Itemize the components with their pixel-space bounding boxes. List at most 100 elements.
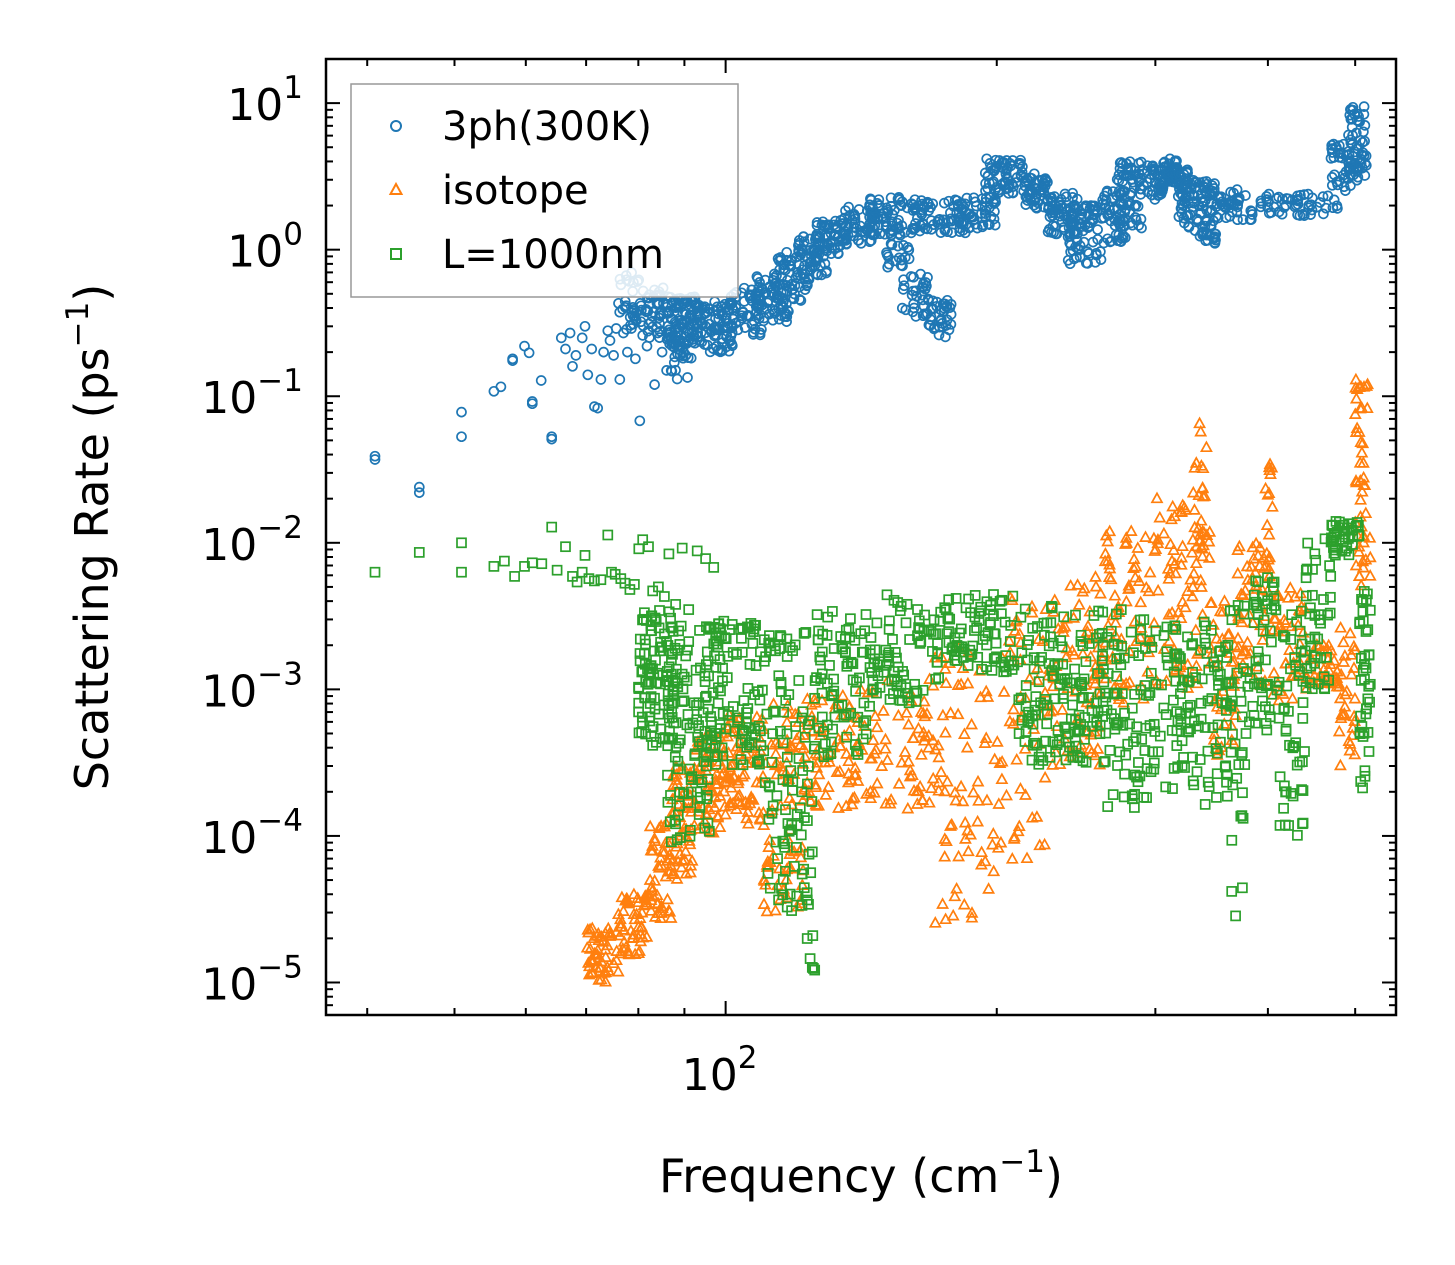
data-point-boundary [1199,799,1211,810]
data-point-isotope [1189,456,1203,468]
data-point-boundary [1119,768,1130,780]
data-point-3ph [1083,248,1095,259]
data-point-3ph [779,259,790,271]
data-point-isotope [1231,631,1245,644]
data-point-3ph [820,222,831,233]
data-point-boundary [841,731,853,743]
data-point-isotope [1064,578,1078,591]
data-point-boundary [777,737,789,749]
data-point-boundary [1324,607,1336,619]
data-point-boundary [786,905,797,916]
data-point-isotope [635,905,649,918]
data-point-isotope [736,769,750,782]
data-point-3ph [1183,190,1195,201]
data-point-isotope [772,861,786,874]
data-point-3ph [1060,191,1072,203]
data-point-boundary [1020,680,1032,691]
data-point-boundary [649,703,661,715]
data-point-boundary [1021,639,1033,651]
data-point-isotope [1348,747,1362,760]
data-point-isotope [729,802,743,814]
data-point-isotope [1199,440,1213,453]
data-point-isotope [923,672,937,684]
data-point-boundary [1101,704,1113,716]
data-point-boundary [957,646,969,658]
data-point-boundary [971,622,982,634]
data-point-isotope [1349,425,1363,437]
data-point-boundary [1212,747,1223,759]
data-point-boundary [1073,709,1085,721]
data-point-isotope [642,887,656,899]
data-point-isotope [1352,569,1366,581]
data-point-isotope [1058,619,1072,632]
data-point-3ph [1194,230,1206,242]
legend-label-boundary: L=1000nm [442,232,664,278]
data-point-boundary [1136,734,1148,745]
data-point-3ph [1295,189,1306,201]
data-point-boundary [1112,639,1124,651]
data-point-isotope [1023,671,1037,684]
data-point-3ph [656,346,668,358]
data-point-isotope [631,930,645,943]
data-point-isotope [606,956,620,969]
data-point-boundary [860,728,872,740]
data-point-boundary [1211,792,1222,803]
data-point-isotope [582,967,596,980]
data-point-3ph [715,345,727,357]
data-point-boundary [1055,635,1067,647]
data-point-isotope [1046,758,1060,770]
data-point-boundary [838,711,850,723]
data-point-boundary [1013,694,1025,706]
data-point-isotope [1194,424,1208,437]
data-point-boundary [702,774,714,785]
data-point-boundary [1347,539,1358,550]
data-point-boundary [1226,834,1238,846]
data-point-isotope [1261,552,1275,565]
data-point-boundary [803,848,815,860]
data-point-3ph [739,322,751,333]
data-point-boundary [1067,752,1079,763]
data-point-3ph [635,316,647,328]
data-point-3ph [751,287,762,299]
data-point-isotope [795,840,809,853]
data-point-3ph [781,246,793,258]
data-point-boundary [826,690,838,702]
data-point-boundary [1134,770,1146,782]
data-point-3ph [618,327,629,339]
data-point-boundary [1196,673,1208,685]
data-point-boundary [1126,702,1138,714]
data-point-3ph [1100,194,1112,206]
data-point-3ph [672,336,684,347]
data-point-boundary [710,627,722,639]
data-point-3ph [1055,194,1067,205]
data-point-boundary [1362,624,1374,636]
data-point-boundary [796,712,808,724]
data-point-3ph [1083,221,1094,232]
data-point-boundary [1077,640,1089,652]
data-point-boundary [1105,625,1117,637]
data-point-isotope [1194,459,1208,471]
data-point-3ph [1021,174,1033,186]
data-point-isotope [1357,478,1371,490]
data-point-isotope [1055,703,1069,715]
data-point-isotope [596,935,610,947]
data-point-isotope [613,928,627,941]
data-point-isotope [719,807,732,820]
data-point-isotope [1357,535,1371,548]
data-point-isotope [985,837,999,850]
data-point-isotope [974,690,987,703]
data-point-3ph [1127,176,1139,188]
data-point-3ph [704,346,716,358]
data-point-3ph [1318,208,1329,220]
data-point-isotope [1343,626,1357,639]
data-point-3ph [826,242,837,254]
data-point-boundary [1302,537,1314,549]
data-point-boundary [955,623,967,635]
data-point-boundary [1297,713,1309,724]
data-point-boundary [900,617,912,629]
data-point-3ph [1357,137,1368,148]
data-point-isotope [1018,742,1032,754]
data-point-3ph [710,329,721,341]
data-point-isotope [924,781,938,794]
data-point-boundary [1229,738,1241,750]
